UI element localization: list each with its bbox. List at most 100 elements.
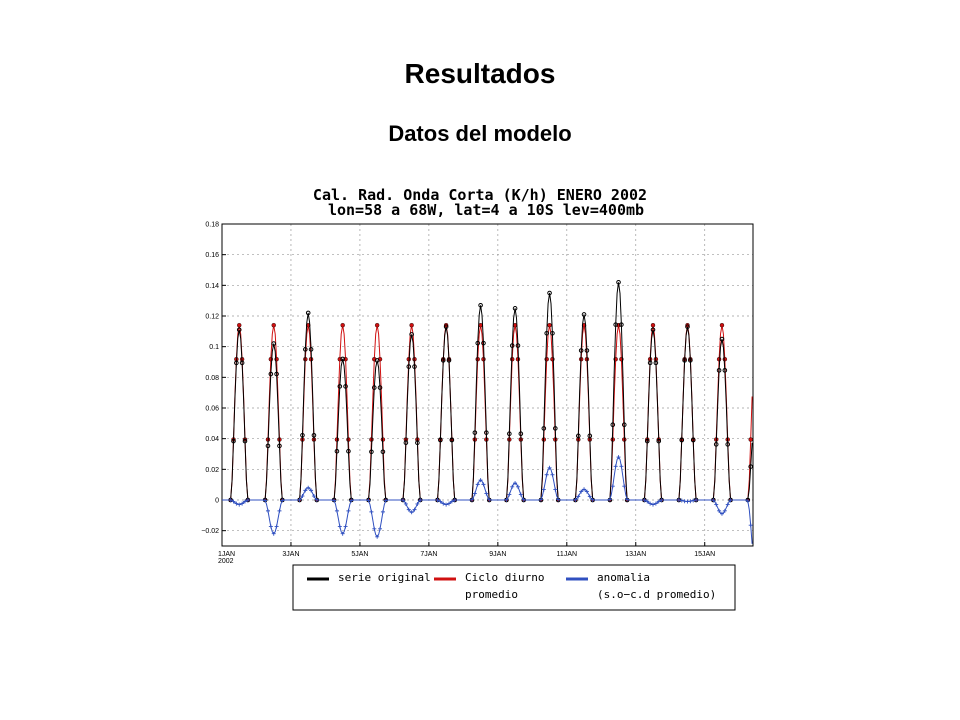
chart-title-line1: Cal. Rad. Onda Corta (K/h) ENERO 2002: [313, 186, 647, 204]
series-point-2: [297, 497, 302, 502]
series-point-2: [277, 508, 282, 513]
series-point-0: [610, 422, 616, 427]
series-point-0: [412, 364, 417, 369]
series-point-1: [550, 356, 555, 362]
series-point-0: [334, 448, 340, 454]
series-point-0: [544, 330, 549, 336]
series-point-1: [237, 323, 242, 328]
series-point-2: [748, 523, 753, 528]
series-point-0: [446, 358, 452, 363]
series-point-2: [541, 487, 546, 492]
series-point-0: [550, 330, 555, 336]
series-point-2: [722, 508, 727, 513]
series-point-2: [435, 498, 440, 503]
x-tick-label: 5JAN: [351, 551, 368, 558]
series-point-0: [621, 422, 627, 427]
series-point-2: [366, 498, 371, 503]
series-point-1: [374, 323, 380, 328]
plot-area: [221, 223, 754, 547]
series-point-0: [231, 438, 236, 444]
series-point-0: [303, 347, 308, 352]
series-point-2: [478, 478, 483, 483]
legend-box: [292, 564, 736, 611]
series-point-2: [403, 501, 408, 506]
series-point-2: [418, 498, 423, 503]
axis-ticks: −0.02 0 0.02 0.04 0.06 0.08 0.1 0.12 0.14 0.16 0.1…: [201, 222, 715, 566]
series-point-0: [369, 449, 374, 455]
series-point-0: [722, 368, 728, 373]
series-point-2: [547, 465, 552, 470]
series-point-1: [719, 323, 725, 328]
y-tick-label: 0.04: [205, 436, 219, 443]
series-point-2: [475, 482, 480, 487]
series-point-2: [441, 501, 446, 506]
series-point-2: [332, 498, 337, 503]
series-point-0: [682, 358, 687, 363]
series-point-2: [538, 497, 543, 502]
series-point-2: [438, 499, 443, 504]
series-point-0: [690, 437, 696, 443]
y-tick-label: 0.18: [205, 222, 219, 229]
series-point-2: [231, 499, 236, 504]
y-tick-label: −0.02: [201, 528, 219, 535]
series-point-2: [369, 509, 374, 514]
series-point-0: [406, 364, 412, 369]
series-point-2: [728, 498, 733, 503]
series-point-2: [648, 501, 653, 506]
series-point-0: [277, 443, 282, 449]
y-tick-label: 0.1: [209, 344, 219, 351]
series-point-2: [449, 499, 454, 504]
series-point-2: [651, 502, 656, 507]
series-point-2: [515, 484, 520, 489]
series-point-2: [268, 524, 273, 529]
legend-label: Ciclo diurno: [465, 571, 544, 584]
series-point-0: [409, 332, 414, 337]
series-point-2: [484, 491, 489, 496]
legend: serie original Ciclo diurno promedio anomal…: [292, 564, 736, 611]
legend-label-line2: promedio: [465, 588, 518, 601]
series-point-0: [236, 327, 242, 333]
series-point-0: [308, 347, 314, 352]
series-point-0: [472, 430, 478, 435]
series-point-1: [409, 323, 414, 328]
series-point-1: [716, 356, 722, 362]
series-line-2: [222, 456, 753, 544]
series-point-2: [717, 508, 722, 513]
series-point-2: [481, 482, 486, 487]
series-point-0: [300, 433, 305, 438]
series-point-2: [314, 497, 319, 502]
series-point-0: [650, 327, 656, 333]
series-point-2: [349, 498, 354, 503]
legend-label-line2: (s.o−c.d promedio): [597, 588, 716, 601]
series-point-0: [311, 433, 317, 438]
series-point-0: [512, 306, 518, 311]
series-point-2: [228, 498, 233, 503]
series-point-2: [587, 494, 592, 499]
series-point-2: [613, 464, 618, 469]
series-point-0: [478, 302, 483, 308]
series-point-0: [507, 431, 512, 437]
series-point-2: [679, 498, 684, 503]
chart-title-line2: lon=58 a 68W, lat=4 a 10S lev=400mb: [328, 201, 644, 219]
series-point-2: [656, 499, 661, 504]
series-point-0: [716, 368, 722, 373]
series-point-1: [271, 323, 276, 328]
series-point-0: [685, 324, 690, 330]
series-point-0: [343, 384, 348, 389]
series-point-2: [714, 502, 719, 507]
x-tick-label: 1JAN: [218, 551, 235, 558]
series-point-2: [309, 488, 314, 493]
y-tick-label: 0.02: [205, 467, 219, 474]
series-point-2: [691, 498, 696, 503]
series-point-2: [237, 502, 242, 507]
series-point-2: [265, 508, 270, 513]
series-point-0: [748, 464, 754, 469]
series-point-0: [440, 358, 446, 363]
series-point-0: [713, 442, 719, 447]
series-point-0: [647, 360, 653, 366]
series-point-0: [584, 348, 590, 353]
series-point-0: [719, 336, 725, 342]
series-point-2: [311, 494, 316, 499]
series-point-2: [280, 498, 285, 503]
series-layer: [222, 279, 754, 544]
